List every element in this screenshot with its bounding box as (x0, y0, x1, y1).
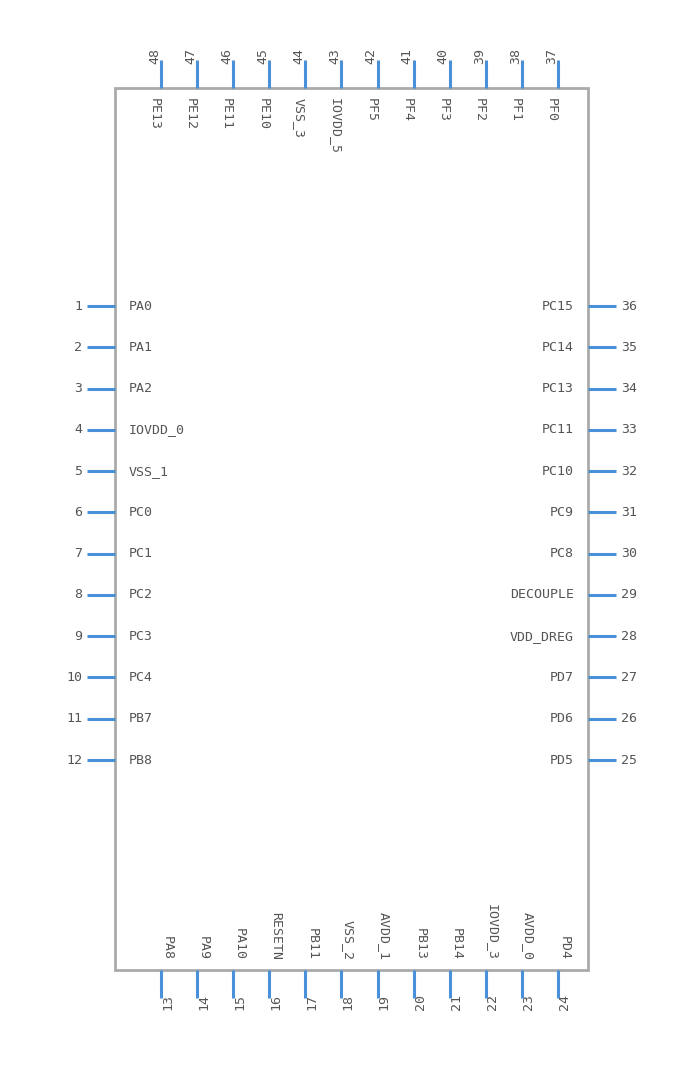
Text: PB11: PB11 (305, 928, 319, 960)
Text: 10: 10 (66, 671, 82, 684)
Text: 16: 16 (269, 994, 282, 1010)
Text: AVDD_1: AVDD_1 (378, 912, 391, 960)
Text: RESETN: RESETN (269, 912, 282, 960)
Text: 33: 33 (621, 423, 637, 436)
Text: 40: 40 (437, 48, 450, 64)
Text: PC13: PC13 (542, 382, 574, 395)
Text: 17: 17 (305, 994, 319, 1010)
Text: PF1: PF1 (509, 98, 522, 122)
Text: 35: 35 (621, 341, 637, 354)
Text: PE10: PE10 (256, 98, 269, 129)
Text: 23: 23 (522, 994, 535, 1010)
Text: PC8: PC8 (550, 547, 574, 560)
Text: PA2: PA2 (129, 382, 153, 395)
Text: PC14: PC14 (542, 341, 574, 354)
Text: PC9: PC9 (550, 506, 574, 519)
Text: 19: 19 (378, 994, 391, 1010)
Text: 45: 45 (256, 48, 269, 64)
Text: 39: 39 (473, 48, 486, 64)
Text: 37: 37 (545, 48, 558, 64)
Text: PE12: PE12 (184, 98, 197, 129)
Text: 21: 21 (450, 994, 463, 1010)
Text: PD4: PD4 (558, 936, 571, 960)
Text: VSS_2: VSS_2 (341, 920, 354, 960)
Text: 14: 14 (197, 994, 210, 1010)
Text: 6: 6 (74, 506, 82, 519)
Text: PC15: PC15 (542, 299, 574, 312)
Text: 28: 28 (621, 630, 637, 643)
Text: PA9: PA9 (197, 936, 210, 960)
Text: 18: 18 (341, 994, 354, 1010)
Text: 2: 2 (74, 341, 82, 354)
Text: VSS_1: VSS_1 (129, 465, 169, 478)
Text: 34: 34 (621, 382, 637, 395)
Text: IOVDD_3: IOVDD_3 (486, 904, 499, 960)
Text: PC10: PC10 (542, 465, 574, 478)
Text: PA0: PA0 (129, 299, 153, 312)
Text: 42: 42 (365, 48, 378, 64)
Text: 11: 11 (66, 713, 82, 726)
Text: 15: 15 (233, 994, 246, 1010)
Text: VSS_3: VSS_3 (292, 98, 305, 138)
Text: PB14: PB14 (450, 928, 463, 960)
Text: PF2: PF2 (473, 98, 486, 122)
Text: PC2: PC2 (129, 589, 153, 602)
Text: 26: 26 (621, 713, 637, 726)
Text: PF0: PF0 (545, 98, 558, 122)
Bar (115, 88, 588, 970)
Text: 41: 41 (400, 48, 413, 64)
Text: 25: 25 (621, 754, 637, 767)
Text: 30: 30 (621, 547, 637, 560)
Text: VDD_DREG: VDD_DREG (510, 630, 574, 643)
Text: PC1: PC1 (129, 547, 153, 560)
Text: 29: 29 (621, 589, 637, 602)
Text: 8: 8 (74, 589, 82, 602)
Text: 7: 7 (74, 547, 82, 560)
Text: AVDD_0: AVDD_0 (522, 912, 535, 960)
Text: 48: 48 (148, 48, 161, 64)
Text: PA1: PA1 (129, 341, 153, 354)
Text: 22: 22 (486, 994, 499, 1010)
Text: 1: 1 (74, 299, 82, 312)
Text: PC4: PC4 (129, 671, 153, 684)
Text: IOVDD_5: IOVDD_5 (328, 98, 341, 154)
Text: PB7: PB7 (129, 713, 153, 726)
Text: 13: 13 (161, 994, 174, 1010)
Text: 3: 3 (74, 382, 82, 395)
Text: PA10: PA10 (233, 928, 246, 960)
Text: 47: 47 (184, 48, 197, 64)
Text: PD7: PD7 (550, 671, 574, 684)
Text: 24: 24 (558, 994, 571, 1010)
Text: 36: 36 (621, 299, 637, 312)
Text: PF5: PF5 (365, 98, 378, 122)
Text: PF4: PF4 (400, 98, 413, 122)
Text: PB8: PB8 (129, 754, 153, 767)
Text: 38: 38 (509, 48, 522, 64)
Text: 20: 20 (413, 994, 427, 1010)
Text: 43: 43 (328, 48, 341, 64)
Text: 4: 4 (74, 423, 82, 436)
Text: PE11: PE11 (220, 98, 233, 129)
Text: IOVDD_0: IOVDD_0 (129, 423, 185, 436)
Text: DECOUPLE: DECOUPLE (510, 589, 574, 602)
Text: PE13: PE13 (148, 98, 161, 129)
Text: PC0: PC0 (129, 506, 153, 519)
Text: PC3: PC3 (129, 630, 153, 643)
Text: 9: 9 (74, 630, 82, 643)
Text: 46: 46 (220, 48, 233, 64)
Text: PF3: PF3 (437, 98, 450, 122)
Text: 44: 44 (292, 48, 305, 64)
Text: 12: 12 (66, 754, 82, 767)
Text: PD6: PD6 (550, 713, 574, 726)
Text: 5: 5 (74, 465, 82, 478)
Text: PD5: PD5 (550, 754, 574, 767)
Text: PC11: PC11 (542, 423, 574, 436)
Text: 27: 27 (621, 671, 637, 684)
Text: PB13: PB13 (413, 928, 427, 960)
Text: 31: 31 (621, 506, 637, 519)
Text: 32: 32 (621, 465, 637, 478)
Text: PA8: PA8 (161, 936, 174, 960)
